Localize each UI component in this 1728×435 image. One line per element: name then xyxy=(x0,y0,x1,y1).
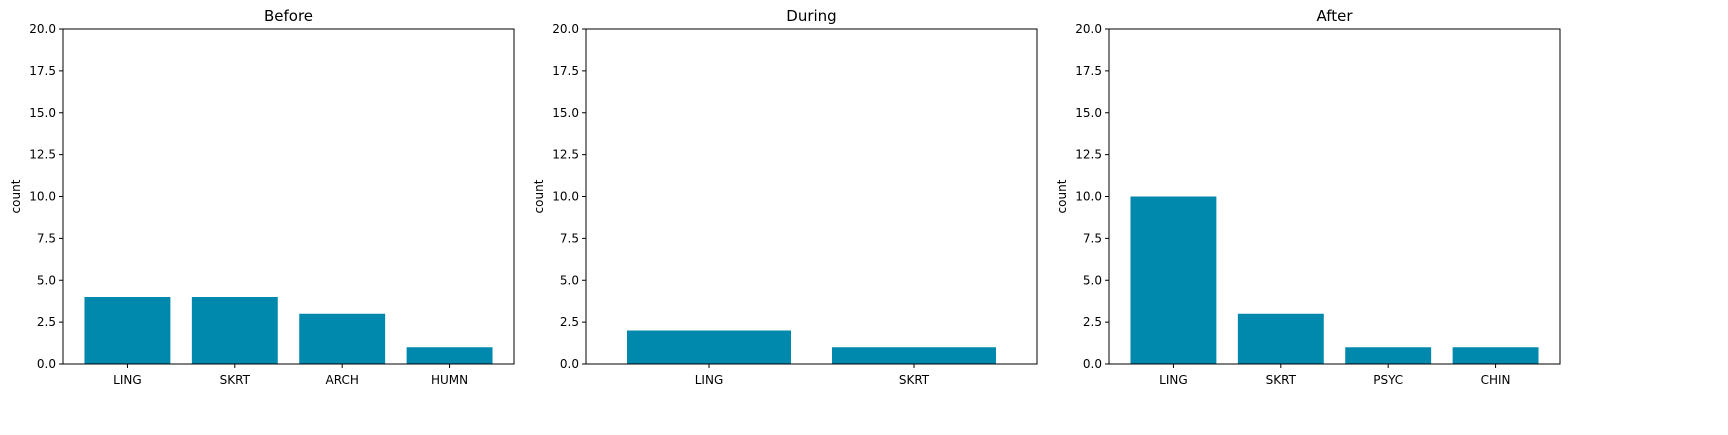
y-tick-label: 15.0 xyxy=(1075,106,1102,120)
bars xyxy=(84,297,493,364)
bar-arch xyxy=(299,313,386,364)
x-axis: LING SKRT ARCH HUMN xyxy=(113,364,468,387)
y-tick-label: 12.5 xyxy=(1075,148,1102,162)
chart-title: After xyxy=(1316,7,1353,25)
x-tick-label: PSYC xyxy=(1373,373,1403,387)
y-tick-label: 2.5 xyxy=(1083,315,1102,329)
y-tick-label: 5.0 xyxy=(560,273,579,287)
y-axis: 0.0 2.5 5.0 7.5 10.0 12.5 15.0 17.5 20.0 xyxy=(29,22,63,371)
bars xyxy=(1130,196,1539,364)
x-axis: LING SKRT PSYC CHIN xyxy=(1159,364,1511,387)
y-tick-label: 12.5 xyxy=(29,148,56,162)
bar-ling xyxy=(1130,196,1217,364)
x-tick-label: CHIN xyxy=(1481,373,1511,387)
y-axis: 0.0 2.5 5.0 7.5 10.0 12.5 15.0 17.5 20.0 xyxy=(552,22,586,371)
y-axis-label: count xyxy=(9,179,23,213)
y-tick-label: 2.5 xyxy=(560,315,579,329)
y-tick-label: 10.0 xyxy=(1075,190,1102,204)
y-axis: 0.0 2.5 5.0 7.5 10.0 12.5 15.0 17.5 20.0 xyxy=(1075,22,1109,371)
plot-frame xyxy=(585,28,1038,365)
bar-psyc xyxy=(1345,347,1432,364)
x-axis: LING SKRT xyxy=(695,364,930,387)
y-tick-label: 17.5 xyxy=(552,64,579,78)
y-tick-label: 5.0 xyxy=(1083,273,1102,287)
x-tick-label: SKRT xyxy=(220,373,251,387)
y-axis-label: count xyxy=(532,179,546,213)
bar-ling xyxy=(84,297,171,364)
x-tick-label: LING xyxy=(1159,373,1188,387)
y-tick-label: 15.0 xyxy=(552,106,579,120)
chart-panel-after: After count 0.0 2.5 5.0 7.5 10.0 12.5 15.0 17.5… xyxy=(1055,7,1561,387)
bar-ling xyxy=(627,330,791,364)
chart-panel-during: During count 0.0 2.5 5.0 7.5 10.0 12.5 15.0 17.… xyxy=(532,7,1038,387)
chart-title: Before xyxy=(264,7,313,25)
y-tick-label: 12.5 xyxy=(552,148,579,162)
chart-title: During xyxy=(786,7,836,25)
y-tick-label: 0.0 xyxy=(1083,357,1102,371)
y-tick-label: 15.0 xyxy=(29,106,56,120)
y-tick-label: 2.5 xyxy=(37,315,56,329)
y-tick-label: 20.0 xyxy=(29,22,56,36)
bar-humn xyxy=(406,347,493,364)
x-tick-label: HUMN xyxy=(431,373,468,387)
y-tick-label: 0.0 xyxy=(560,357,579,371)
y-tick-label: 5.0 xyxy=(37,273,56,287)
y-tick-label: 20.0 xyxy=(1075,22,1102,36)
x-tick-label: LING xyxy=(695,373,724,387)
plot-frame xyxy=(1108,28,1561,365)
bar-chin xyxy=(1452,347,1539,364)
y-tick-label: 20.0 xyxy=(552,22,579,36)
x-tick-label: SKRT xyxy=(1266,373,1297,387)
bars xyxy=(627,330,996,364)
y-tick-label: 7.5 xyxy=(1083,231,1102,245)
x-tick-label: ARCH xyxy=(326,373,359,387)
bar-skrt xyxy=(832,347,996,364)
x-tick-label: LING xyxy=(113,373,142,387)
y-tick-label: 17.5 xyxy=(29,64,56,78)
y-tick-label: 7.5 xyxy=(37,231,56,245)
y-axis-label: count xyxy=(1055,179,1069,213)
bar-skrt xyxy=(191,297,278,364)
y-tick-label: 0.0 xyxy=(37,357,56,371)
y-tick-label: 10.0 xyxy=(552,190,579,204)
chart-panel-before: Before count 0.0 2.5 5.0 7.5 10.0 12.5 15.0 17.… xyxy=(9,7,515,387)
y-tick-label: 7.5 xyxy=(560,231,579,245)
y-tick-label: 10.0 xyxy=(29,190,56,204)
bar-skrt xyxy=(1237,313,1324,364)
x-tick-label: SKRT xyxy=(899,373,930,387)
y-tick-label: 17.5 xyxy=(1075,64,1102,78)
plot-frame xyxy=(62,28,515,365)
